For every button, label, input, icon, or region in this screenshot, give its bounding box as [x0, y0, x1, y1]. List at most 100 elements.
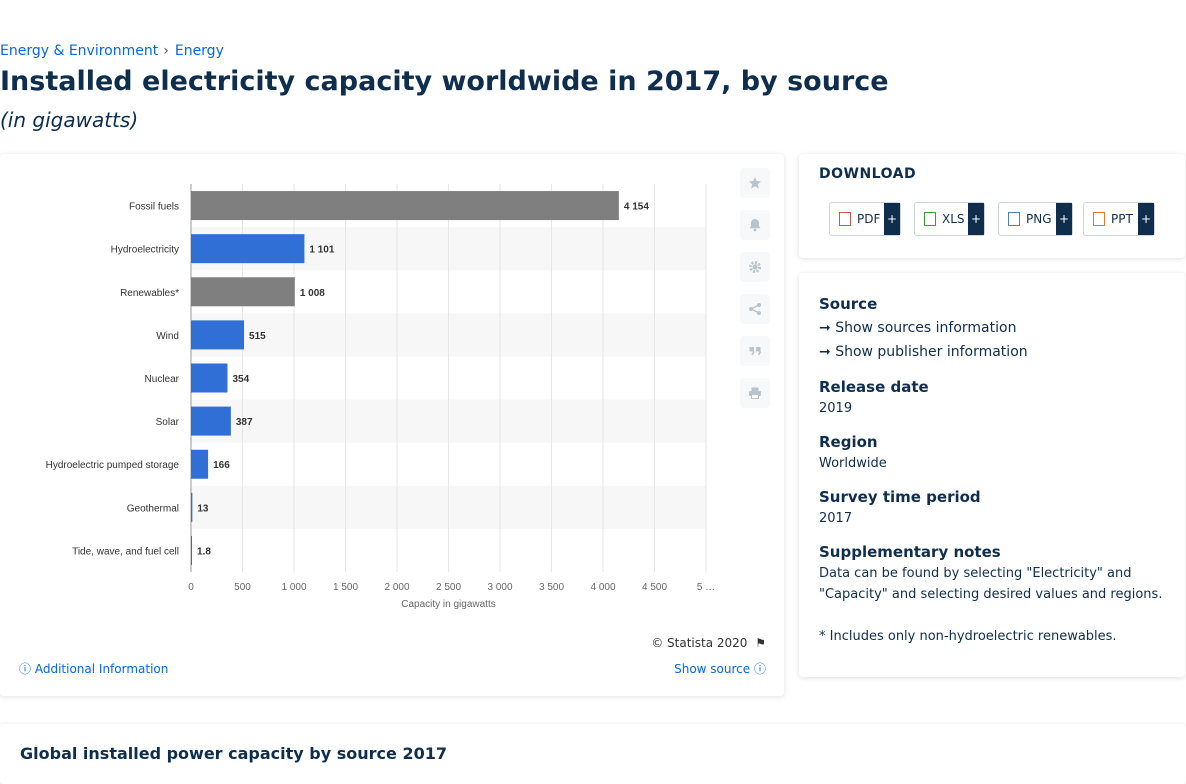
copyright: © Statista 2020 ⚑ [651, 636, 766, 650]
png-file-icon [1008, 212, 1020, 226]
bar [191, 535, 192, 565]
download-card: DOWNLOAD PDF + XLS + PNG + PPT + [799, 154, 1185, 258]
pdf-file-icon [839, 212, 851, 226]
category-label: Solar [156, 417, 180, 428]
download-png-button[interactable]: PNG + [998, 202, 1073, 236]
data-label: 1.8 [197, 546, 211, 557]
flag-icon[interactable]: ⚑ [755, 636, 766, 650]
related-statistic-card: Global installed power capacity by sourc… [0, 724, 1186, 784]
show-publisher-label: Show publisher information [835, 344, 1028, 360]
x-tick-label: 3 000 [487, 582, 512, 593]
download-pdf-button[interactable]: PDF + [829, 202, 901, 236]
download-xls-button[interactable]: XLS + [914, 202, 985, 236]
supplementary-notes-line: "Capacity" and selecting desired values … [819, 587, 1163, 602]
bar [191, 191, 619, 221]
release-date-heading: Release date [819, 378, 929, 396]
print-icon [749, 387, 761, 399]
download-png-label: PNG [1026, 212, 1052, 226]
download-pdf-label: PDF [857, 212, 881, 226]
x-tick-label: 3 500 [539, 582, 564, 593]
survey-period-heading: Survey time period [819, 488, 981, 506]
info-icon: ⓘ [753, 662, 766, 676]
supplementary-notes-heading: Supplementary notes [819, 543, 1001, 561]
category-label: Hydroelectricity [111, 245, 179, 256]
breadcrumb: Energy & Environment › Energy [0, 43, 224, 59]
category-label: Tide, wave, and fuel cell [72, 546, 179, 557]
breadcrumb-separator: › [163, 43, 169, 59]
x-tick-label: 1 500 [333, 582, 358, 593]
plus-icon: + [884, 203, 900, 235]
data-label: 1 101 [309, 245, 334, 256]
chart-card: 0 500 1 000 1 500 2 000 2 500 3 000 3 500 4 000 4… [0, 154, 784, 696]
x-tick-label: 5 … [697, 582, 715, 593]
bar [191, 363, 228, 393]
x-tick-label: 4 500 [642, 582, 667, 593]
ppt-file-icon [1093, 212, 1105, 226]
download-title: DOWNLOAD [819, 166, 917, 182]
data-label: 13 [197, 503, 209, 514]
related-statistic-title[interactable]: Global installed power capacity by sourc… [20, 744, 447, 763]
survey-period-value: 2017 [819, 511, 853, 526]
data-label: 387 [236, 417, 253, 428]
bar [191, 320, 245, 350]
bell-icon [749, 219, 761, 232]
data-label: 4 154 [624, 202, 649, 213]
x-tick-label: 1 000 [281, 582, 306, 593]
bar-chart: 0 500 1 000 1 500 2 000 2 500 3 000 3 500 4 000 4… [46, 184, 715, 610]
plus-icon: + [1056, 203, 1072, 235]
notification-button[interactable] [740, 210, 770, 240]
favorite-button[interactable] [740, 168, 770, 198]
region-value: Worldwide [819, 456, 887, 471]
plus-icon: + [968, 203, 984, 235]
region-heading: Region [819, 433, 878, 451]
data-label: 1 008 [300, 288, 325, 299]
quote-icon [749, 347, 762, 356]
star-icon [749, 177, 761, 189]
category-label: Renewables* [120, 288, 179, 299]
print-button[interactable] [740, 378, 770, 408]
category-label: Nuclear [145, 374, 180, 385]
supplementary-notes-footnote: * Includes only non-hydroelectric renewa… [819, 629, 1117, 644]
download-ppt-label: PPT [1111, 212, 1133, 226]
arrow-right-icon: ➞ [819, 344, 831, 360]
show-source-link[interactable]: Show source ⓘ [674, 660, 766, 677]
category-label: Fossil fuels [129, 202, 179, 213]
source-heading: Source [819, 295, 878, 313]
category-label: Hydroelectric pumped storage [46, 460, 180, 471]
x-tick-label: 2 000 [384, 582, 409, 593]
info-card: Source ➞ Show sources information ➞ Show… [799, 273, 1185, 677]
data-label: 166 [213, 460, 230, 471]
x-tick-label: 500 [234, 582, 251, 593]
gear-icon [749, 261, 761, 273]
x-tick-label: 4 000 [590, 582, 615, 593]
breadcrumb-link-energy[interactable]: Energy [174, 43, 224, 59]
show-sources-link[interactable]: ➞ Show sources information [819, 320, 1016, 336]
additional-information-link[interactable]: ⓘ Additional Information [19, 660, 168, 677]
additional-information-label: Additional Information [34, 662, 169, 676]
supplementary-notes-line: Data can be found by selecting "Electric… [819, 566, 1132, 581]
bar [191, 449, 209, 479]
bar [191, 234, 305, 264]
release-date-value: 2019 [819, 401, 853, 416]
bar [191, 492, 193, 522]
data-label: 354 [232, 374, 249, 385]
breadcrumb-link-energy-environment[interactable]: Energy & Environment [0, 43, 159, 59]
category-label: Wind [156, 331, 179, 342]
page-title: Installed electricity capacity worldwide… [0, 66, 889, 97]
data-label: 515 [249, 331, 266, 342]
plus-icon: + [1138, 203, 1154, 235]
download-ppt-button[interactable]: PPT + [1083, 202, 1155, 236]
x-tick-label: 0 [188, 582, 194, 593]
xls-file-icon [924, 212, 936, 226]
bar [191, 406, 231, 436]
share-icon [749, 303, 761, 315]
share-button[interactable] [740, 294, 770, 324]
copyright-text: © Statista 2020 [651, 636, 748, 650]
download-xls-label: XLS [942, 212, 965, 226]
bar [191, 277, 295, 307]
show-publisher-link[interactable]: ➞ Show publisher information [819, 344, 1028, 360]
info-icon: ⓘ [19, 662, 32, 676]
settings-button[interactable] [740, 252, 770, 282]
cite-button[interactable] [740, 336, 770, 366]
category-label: Geothermal [127, 503, 179, 514]
